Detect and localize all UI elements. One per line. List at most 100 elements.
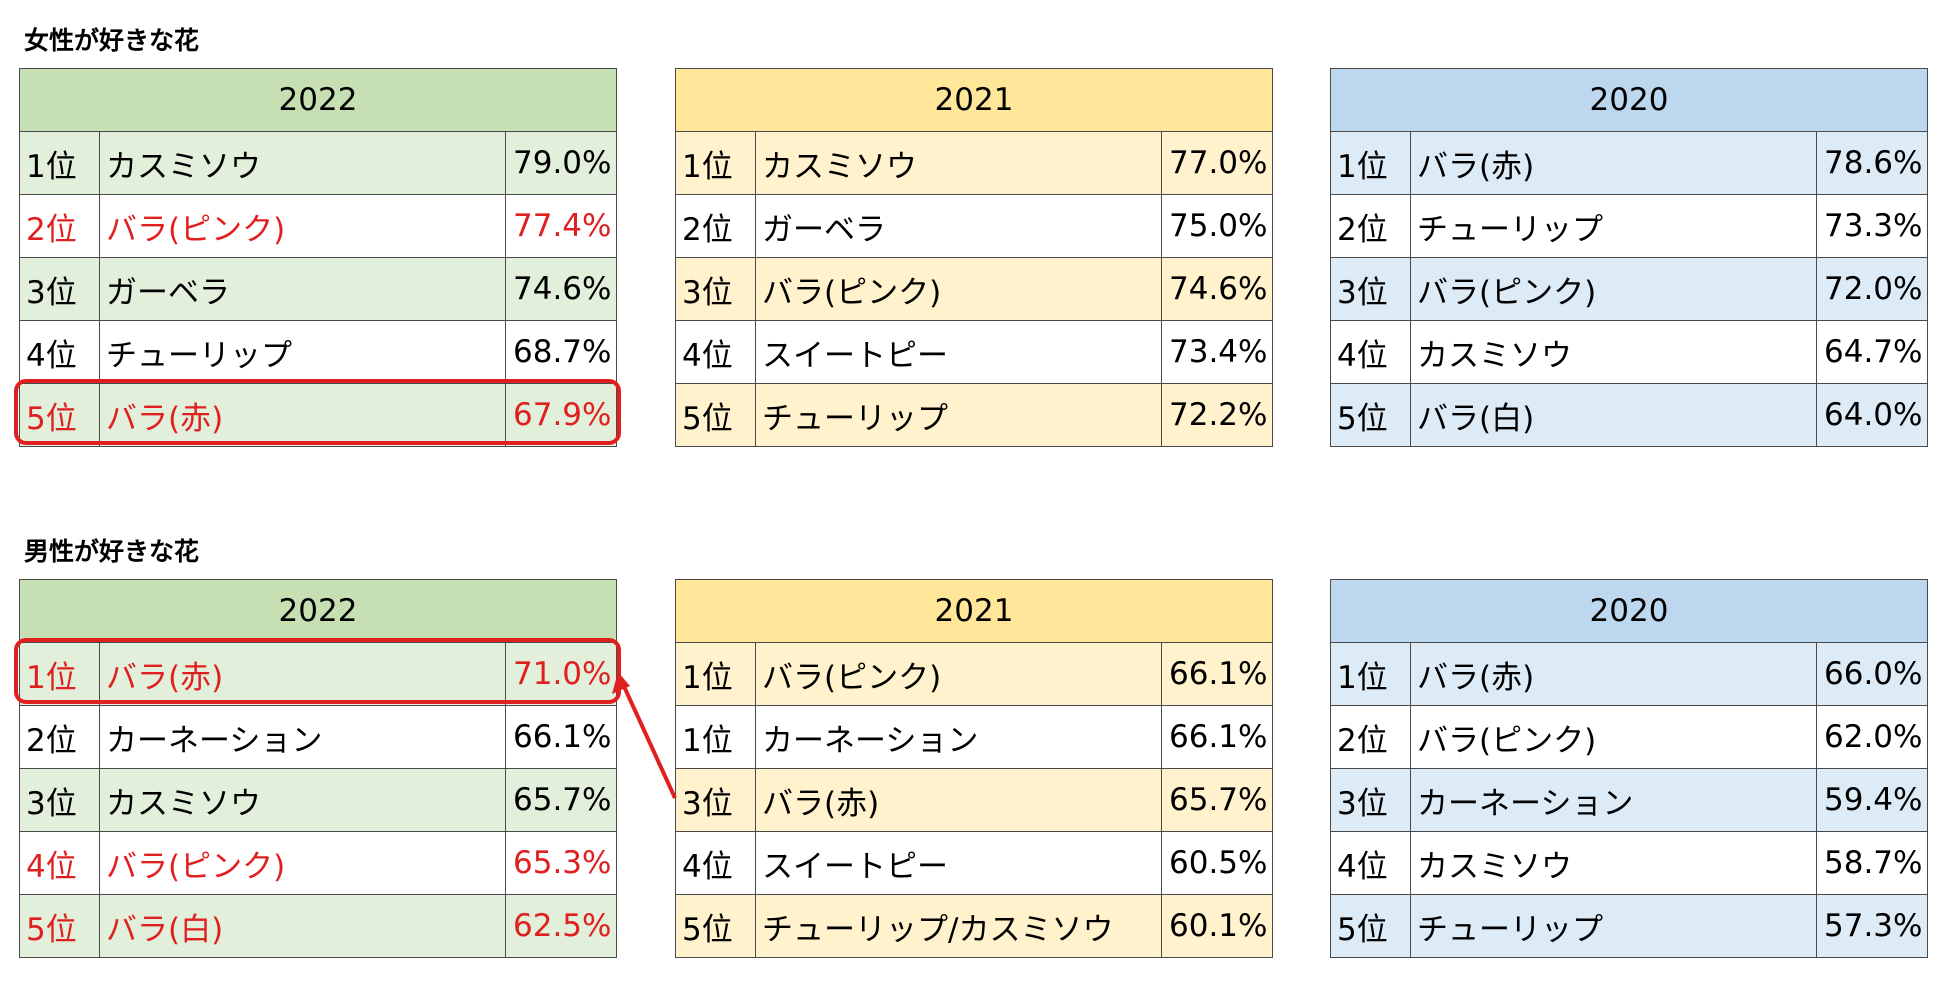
table-header-year: 2021 [674, 579, 1274, 643]
table-header-year: 2021 [674, 68, 1274, 132]
percentage-cell: 66.1% [1160, 642, 1274, 706]
flower-name-cell: バラ(ピンク) [99, 194, 506, 258]
flower-name-cell: バラ(ピンク) [99, 831, 506, 895]
percentage-cell: 66.1% [504, 705, 618, 769]
percentage-cell: 65.7% [504, 768, 618, 832]
percentage-cell: 58.7% [1815, 831, 1929, 895]
percentage-cell: 66.1% [1160, 705, 1274, 769]
percentage-cell: 78.6% [1815, 131, 1929, 195]
table-row: 1位 カーネーション 66.1% [675, 705, 1274, 769]
percentage-cell: 66.0% [1815, 642, 1929, 706]
arrow-line [620, 681, 677, 799]
rank-cell: 4位 [675, 831, 756, 895]
rank-cell: 5位 [675, 894, 756, 958]
percentage-cell: 77.4% [504, 194, 618, 258]
table-row: 2位 カーネーション 66.1% [19, 705, 618, 769]
flower-name-cell: バラ(赤) [99, 383, 506, 447]
table-row: 1位 バラ(赤) 78.6% [1330, 131, 1929, 195]
rank-cell: 1位 [19, 642, 100, 706]
percentage-cell: 60.5% [1160, 831, 1274, 895]
flower-name-cell: バラ(赤) [755, 768, 1162, 832]
rank-cell: 4位 [19, 831, 100, 895]
flower-name-cell: バラ(ピンク) [1410, 705, 1817, 769]
table-header-year: 2022 [18, 68, 618, 132]
percentage-cell: 68.7% [504, 320, 618, 384]
flower-name-cell: チューリップ [99, 320, 506, 384]
rank-cell: 5位 [675, 383, 756, 447]
rank-cell: 1位 [1330, 131, 1411, 195]
flower-name-cell: ガーベラ [755, 194, 1162, 258]
flower-name-cell: カスミソウ [755, 131, 1162, 195]
table-row: 1位 バラ(赤) 66.0% [1330, 642, 1929, 706]
flower-name-cell: バラ(ピンク) [755, 642, 1162, 706]
flower-name-cell: ガーベラ [99, 257, 506, 321]
flower-name-cell: スイートピー [755, 320, 1162, 384]
table-row: 4位 カスミソウ 58.7% [1330, 831, 1929, 895]
table-header-year: 2020 [1329, 68, 1929, 132]
table-row: 5位 バラ(白) 64.0% [1330, 383, 1929, 447]
flower-name-cell: バラ(赤) [99, 642, 506, 706]
rank-cell: 2位 [19, 194, 100, 258]
ranking-table-male-2020: 2020 1位 バラ(赤) 66.0% 2位 バラ(ピンク) 62.0% 3位 カーネーシ… [1329, 579, 1929, 958]
flower-name-cell: カスミソウ [99, 768, 506, 832]
rank-cell: 2位 [1330, 705, 1411, 769]
flower-name-cell: カーネーション [1410, 768, 1817, 832]
percentage-cell: 74.6% [1160, 257, 1274, 321]
rank-cell: 3位 [19, 257, 100, 321]
table-row: 2位 チューリップ 73.3% [1330, 194, 1929, 258]
table-row: 5位 バラ(白) 62.5% [19, 894, 618, 958]
percentage-cell: 71.0% [504, 642, 618, 706]
table-row: 5位 チューリップ 57.3% [1330, 894, 1929, 958]
rank-cell: 3位 [1330, 257, 1411, 321]
table-row: 4位 カスミソウ 64.7% [1330, 320, 1929, 384]
ranking-table-female-2021: 2021 1位 カスミソウ 77.0% 2位 ガーベラ 75.0% 3位 バラ(ピンク) 7… [674, 68, 1274, 447]
rank-cell: 3位 [675, 768, 756, 832]
rank-cell: 3位 [675, 257, 756, 321]
table-row: 3位 カスミソウ 65.7% [19, 768, 618, 832]
rank-cell: 2位 [19, 705, 100, 769]
rank-cell: 4位 [19, 320, 100, 384]
rank-cell: 2位 [1330, 194, 1411, 258]
table-row: 2位 ガーベラ 75.0% [675, 194, 1274, 258]
flower-name-cell: カーネーション [99, 705, 506, 769]
table-header-year: 2020 [1329, 579, 1929, 643]
percentage-cell: 72.2% [1160, 383, 1274, 447]
table-row: 3位 バラ(赤) 65.7% [675, 768, 1274, 832]
rank-cell: 3位 [1330, 768, 1411, 832]
table-row: 5位 バラ(赤) 67.9% [19, 383, 618, 447]
flower-name-cell: チューリップ [1410, 194, 1817, 258]
flower-name-cell: スイートピー [755, 831, 1162, 895]
table-row: 4位 スイートピー 60.5% [675, 831, 1274, 895]
rank-cell: 1位 [675, 642, 756, 706]
percentage-cell: 73.3% [1815, 194, 1929, 258]
percentage-cell: 77.0% [1160, 131, 1274, 195]
rank-cell: 5位 [19, 383, 100, 447]
ranking-table-female-2022: 2022 1位 カスミソウ 79.0% 2位 バラ(ピンク) 77.4% 3位 ガーベラ 7… [18, 68, 618, 447]
table-row: 2位 バラ(ピンク) 77.4% [19, 194, 618, 258]
table-row: 3位 バラ(ピンク) 74.6% [675, 257, 1274, 321]
table-row: 4位 スイートピー 73.4% [675, 320, 1274, 384]
flower-name-cell: バラ(白) [99, 894, 506, 958]
table-row: 5位 チューリップ 72.2% [675, 383, 1274, 447]
rank-cell: 5位 [1330, 894, 1411, 958]
percentage-cell: 57.3% [1815, 894, 1929, 958]
table-row: 1位 バラ(赤) 71.0% [19, 642, 618, 706]
rank-cell: 4位 [1330, 831, 1411, 895]
table-row: 5位 チューリップ/カスミソウ 60.1% [675, 894, 1274, 958]
flower-name-cell: チューリップ [755, 383, 1162, 447]
table-row: 2位 バラ(ピンク) 62.0% [1330, 705, 1929, 769]
percentage-cell: 62.5% [504, 894, 618, 958]
flower-name-cell: バラ(ピンク) [755, 257, 1162, 321]
ranking-table-female-2020: 2020 1位 バラ(赤) 78.6% 2位 チューリップ 73.3% 3位 バラ(ピンク… [1329, 68, 1929, 447]
table-row: 3位 カーネーション 59.4% [1330, 768, 1929, 832]
percentage-cell: 72.0% [1815, 257, 1929, 321]
percentage-cell: 59.4% [1815, 768, 1929, 832]
flower-name-cell: カスミソウ [99, 131, 506, 195]
rank-cell: 1位 [675, 131, 756, 195]
table-row: 4位 バラ(ピンク) 65.3% [19, 831, 618, 895]
percentage-cell: 64.0% [1815, 383, 1929, 447]
rank-cell: 1位 [1330, 642, 1411, 706]
flower-name-cell: バラ(赤) [1410, 131, 1817, 195]
ranking-table-male-2021: 2021 1位 バラ(ピンク) 66.1% 1位 カーネーション 66.1% 3位 バラ(… [674, 579, 1274, 958]
rank-cell: 5位 [1330, 383, 1411, 447]
